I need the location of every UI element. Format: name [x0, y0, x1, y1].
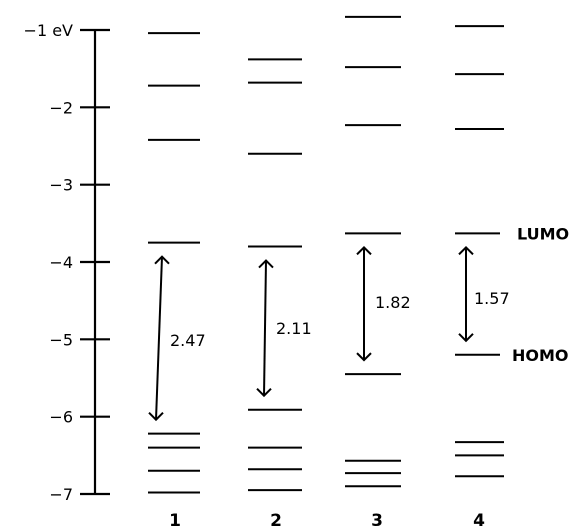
compound-label: 3 [371, 511, 383, 531]
compound-label: 4 [473, 511, 485, 531]
compound-label: 1 [169, 511, 181, 531]
gap-arrows [148, 245, 474, 422]
gap-value-label: 1.82 [375, 293, 411, 312]
gap-arrow-shaft [263, 260, 267, 396]
arrowhead-down [256, 387, 272, 398]
homo-label: HOMO [512, 346, 569, 365]
axis-tick-label: −1 eV [24, 21, 74, 40]
arrowhead-down [458, 333, 474, 343]
arrowhead-up [258, 259, 274, 269]
compound-label: 2 [270, 511, 282, 531]
labels: 2.47 1 2.11 2 1.82 3 1.57 4 LUMO HOMO [169, 224, 569, 531]
lumo-label: LUMO [517, 224, 569, 243]
arrowhead-up [356, 245, 372, 256]
axis-tick-label: −5 [49, 330, 73, 349]
axis-tick-label: −6 [49, 408, 73, 427]
arrowhead-down [148, 411, 164, 422]
axis-tick-label: −2 [49, 98, 73, 117]
axis-tick-label: −7 [49, 485, 73, 504]
arrowhead-up [458, 245, 474, 256]
gap-value-label: 2.47 [170, 331, 206, 350]
axis-tick-label: −3 [49, 176, 73, 195]
gap-value-label: 1.57 [474, 289, 510, 308]
gap-value-label: 2.11 [276, 319, 312, 338]
axis-tick-label: −4 [49, 253, 73, 272]
arrowhead-up [154, 255, 170, 265]
gap-arrow-shaft [155, 256, 163, 420]
energy-levels [148, 15, 504, 494]
energy-axis: −1 eV −2 −3 −4 −5 −6 −7 [24, 21, 110, 504]
arrowhead-down [356, 352, 372, 362]
